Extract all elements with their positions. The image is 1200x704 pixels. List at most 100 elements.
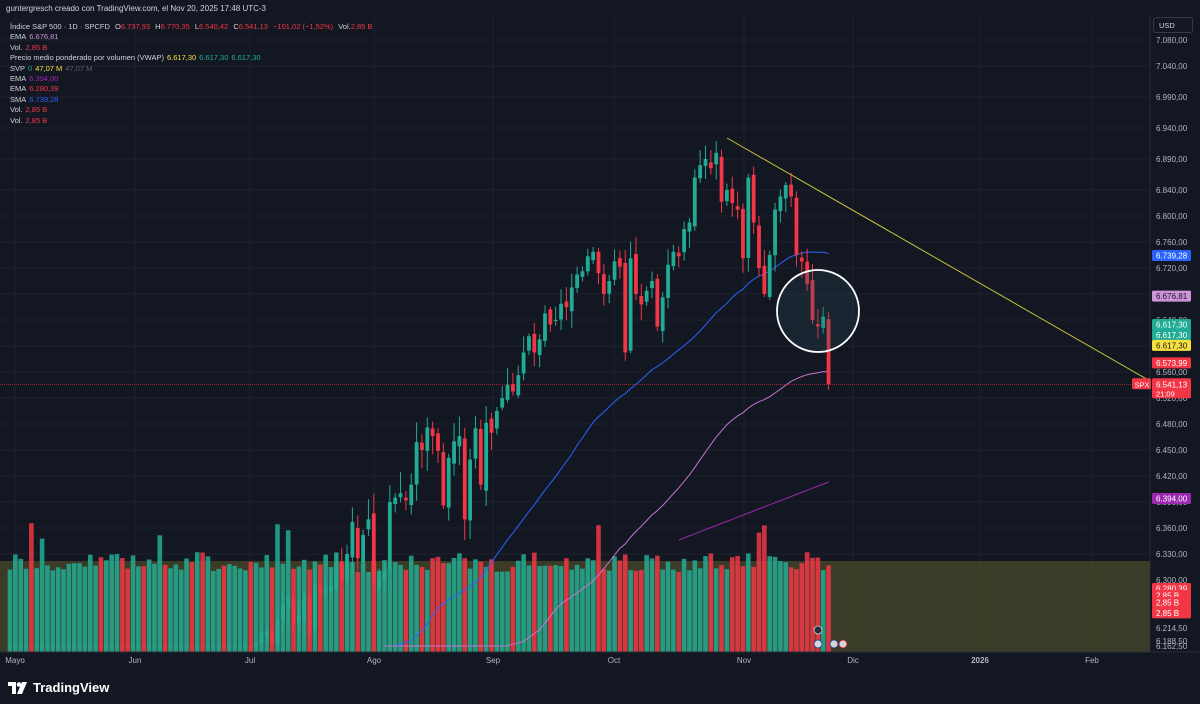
price-tag-label: 6.394,00 — [1156, 495, 1188, 504]
candle-body — [494, 411, 499, 429]
candle-body — [826, 319, 831, 385]
volume-bar — [350, 562, 355, 652]
legend-row[interactable]: SVP 0 47,07 M 47,07 M — [10, 64, 372, 74]
candle-body — [666, 264, 670, 298]
candle-body — [676, 252, 681, 257]
candle-body — [441, 452, 446, 506]
candle-body — [190, 646, 194, 647]
volume-bar — [542, 565, 548, 652]
legend-row[interactable]: Vol. 2,85 B — [10, 116, 372, 126]
candle-body — [8, 646, 12, 647]
volume-bar — [564, 558, 569, 652]
volume-bar — [120, 558, 125, 652]
volume-bar — [77, 563, 82, 652]
chart-header: guntergresch creado con TradingView.com,… — [0, 0, 1200, 17]
price-tick-label: 7.040,00 — [1156, 62, 1188, 71]
candle-body — [452, 441, 456, 464]
candle-body — [527, 336, 531, 351]
attribution-text: guntergresch creado con TradingView.com,… — [6, 4, 266, 13]
legend-value: 6.739,28 — [29, 94, 59, 104]
legend-label: EMA — [10, 32, 27, 42]
candle-body — [238, 646, 242, 647]
trendline-line — [726, 137, 1151, 382]
tradingview-logo[interactable]: TradingView — [8, 680, 109, 695]
candle-body — [660, 297, 665, 332]
legend-value: 6.617,30 — [199, 53, 229, 63]
trendline[interactable] — [726, 137, 1151, 382]
volume-bar — [708, 553, 714, 652]
volume-bar — [435, 556, 441, 652]
volume-bar — [628, 570, 633, 652]
legend-row[interactable]: Precio medio ponderado por volumen (VWAP… — [10, 53, 372, 63]
candle-body — [173, 646, 178, 647]
price-tag-label: 2,85 B — [1156, 609, 1179, 618]
volume-bar — [671, 569, 676, 652]
last-price-countdown: 21:09 — [1156, 389, 1175, 398]
volume-bar — [510, 566, 516, 652]
candle-body — [29, 646, 34, 647]
price-tag-label: 2,85 B — [1156, 592, 1179, 601]
volume-bar — [339, 562, 344, 652]
candlestick-chart[interactable]: 7.080,00 7.040,00 6.990,00 6.940,00 6.890,00… — [0, 17, 1200, 668]
volume-bar — [93, 565, 98, 652]
event-markers[interactable] — [813, 625, 848, 649]
legend-row[interactable]: Vol. 2,85 B — [10, 105, 372, 115]
price-tick-label: 6.214,50 — [1156, 624, 1188, 633]
candle-body — [200, 646, 205, 647]
time-tick-label: 2026 — [971, 656, 989, 665]
volume-bar — [104, 560, 109, 652]
volume-bar — [98, 557, 104, 652]
time-axis[interactable]: Mayo Jun Jul Ago Sep Oct Nov Dic 2026 Feb — [0, 651, 1200, 665]
candle-body — [420, 442, 424, 450]
candle-body — [436, 433, 440, 451]
candle-body — [398, 493, 403, 498]
candle-body — [692, 177, 697, 227]
candle-body — [243, 646, 248, 647]
legend-row[interactable]: EMA 6.394,00 — [10, 74, 372, 84]
volume-bar — [136, 566, 141, 652]
candle-body — [334, 562, 339, 589]
candle-body — [569, 287, 574, 312]
price-tag — [1152, 339, 1191, 351]
candle-body — [735, 206, 740, 210]
candle-body — [93, 646, 98, 647]
volume-bar — [649, 558, 655, 652]
symbol-row[interactable]: Índice S&P 500 · 1D · SPCFD O6.737,93 H6… — [10, 22, 372, 32]
volume-bar — [601, 569, 607, 652]
price-tick-label: 7.080,00 — [1156, 36, 1188, 45]
price-tick-label: 6.360,00 — [1156, 524, 1188, 533]
volume-bar — [184, 558, 189, 652]
candle-body — [104, 646, 109, 647]
volume-bar — [617, 560, 623, 652]
volume-bar — [574, 564, 580, 652]
candle-body — [163, 646, 168, 647]
candle-body — [815, 324, 820, 327]
volume-bar — [355, 571, 361, 652]
legend-row[interactable]: Vol. 2,85 B — [10, 43, 372, 53]
ohlc-change: −101,02 (−1,52%) — [273, 22, 334, 31]
volume-bar — [141, 566, 147, 652]
candle-body — [462, 438, 467, 520]
candle-body — [393, 497, 398, 505]
price-tag — [1152, 597, 1191, 609]
legend-value: 6.280,39 — [29, 84, 59, 94]
candle-body — [618, 258, 622, 267]
price-tick-label: 6.162,50 — [1156, 642, 1188, 651]
legend-value: 2,85 B — [25, 115, 48, 125]
candle-body — [730, 188, 735, 203]
candle-body — [757, 225, 761, 268]
candle-body — [131, 646, 135, 647]
candle-body — [783, 185, 788, 199]
currency-button[interactable]: USD — [1153, 17, 1193, 33]
price-tag-label: 6.617,30 — [1156, 321, 1188, 330]
candle-body — [671, 251, 676, 267]
candle-body — [559, 303, 563, 320]
candle-body — [725, 190, 729, 202]
legend-row[interactable]: EMA 6.676,81 — [10, 32, 372, 42]
legend-row[interactable]: EMA 6.280,39 — [10, 84, 372, 94]
volume-bar — [483, 567, 489, 652]
legend-row[interactable]: SMA 6.739,28 — [10, 95, 372, 105]
highlight-circle[interactable] — [776, 269, 860, 353]
price-tick-label: 6.330,00 — [1156, 550, 1188, 559]
volume-bar — [430, 558, 435, 652]
